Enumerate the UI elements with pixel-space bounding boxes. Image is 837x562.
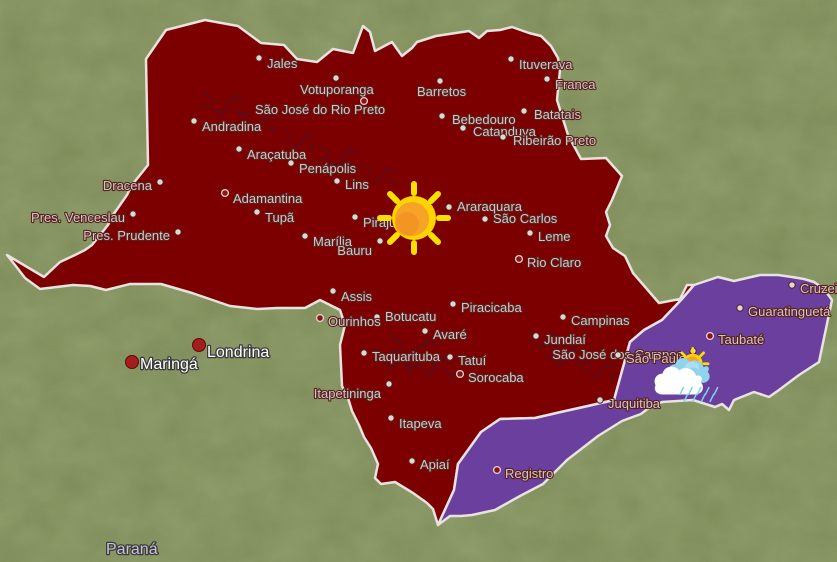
svg-text:Apiaí: Apiaí <box>420 457 450 472</box>
svg-text:Londrina: Londrina <box>207 344 269 361</box>
svg-text:Cruzeiro: Cruzeiro <box>800 281 837 296</box>
svg-text:Guaratinguetá: Guaratinguetá <box>748 304 831 319</box>
svg-text:Paraná: Paraná <box>106 541 158 558</box>
svg-text:Lins: Lins <box>345 177 369 192</box>
svg-text:Leme: Leme <box>538 229 571 244</box>
svg-text:Maringá: Maringá <box>140 356 198 373</box>
svg-text:Barretos: Barretos <box>417 84 467 99</box>
svg-text:Campinas: Campinas <box>571 313 630 328</box>
svg-text:Franca: Franca <box>555 77 596 92</box>
svg-text:Sorocaba: Sorocaba <box>468 370 524 385</box>
svg-text:Jales: Jales <box>267 56 298 71</box>
svg-text:Adamantina: Adamantina <box>233 191 303 206</box>
svg-text:Taubaté: Taubaté <box>718 332 764 347</box>
svg-text:Assis: Assis <box>341 289 373 304</box>
svg-text:Avaré: Avaré <box>433 327 467 342</box>
svg-text:Tatuí: Tatuí <box>458 353 487 368</box>
svg-text:São José do Rio Preto: São José do Rio Preto <box>255 102 385 117</box>
svg-text:Ituverava: Ituverava <box>519 57 573 72</box>
svg-text:Piracicaba: Piracicaba <box>461 300 522 315</box>
svg-text:Registro: Registro <box>505 466 553 481</box>
svg-text:Pres. Venceslau: Pres. Venceslau <box>31 210 125 225</box>
svg-text:Taquarituba: Taquarituba <box>372 349 441 364</box>
svg-text:Dracena: Dracena <box>103 178 153 193</box>
svg-text:Batatais: Batatais <box>534 107 581 122</box>
svg-text:Juquitiba: Juquitiba <box>608 396 661 411</box>
svg-text:Rio Claro: Rio Claro <box>527 255 581 270</box>
svg-text:Itapetininga: Itapetininga <box>314 386 382 401</box>
svg-text:Bauru: Bauru <box>337 243 372 258</box>
svg-text:Pres. Prudente: Pres. Prudente <box>83 228 170 243</box>
svg-text:Tupã: Tupã <box>265 210 295 225</box>
svg-text:Jundiaí: Jundiaí <box>544 332 586 347</box>
svg-text:Ourinhos: Ourinhos <box>328 314 381 329</box>
svg-text:Araçatuba: Araçatuba <box>247 147 307 162</box>
svg-text:Botucatu: Botucatu <box>385 309 436 324</box>
svg-text:Andradina: Andradina <box>202 119 262 134</box>
svg-text:São Carlos: São Carlos <box>493 211 558 226</box>
svg-text:Votuporanga: Votuporanga <box>300 82 375 97</box>
svg-text:Ribeirão Preto: Ribeirão Preto <box>513 133 596 148</box>
svg-text:Penápolis: Penápolis <box>299 161 357 176</box>
svg-text:Itapeva: Itapeva <box>399 416 442 431</box>
